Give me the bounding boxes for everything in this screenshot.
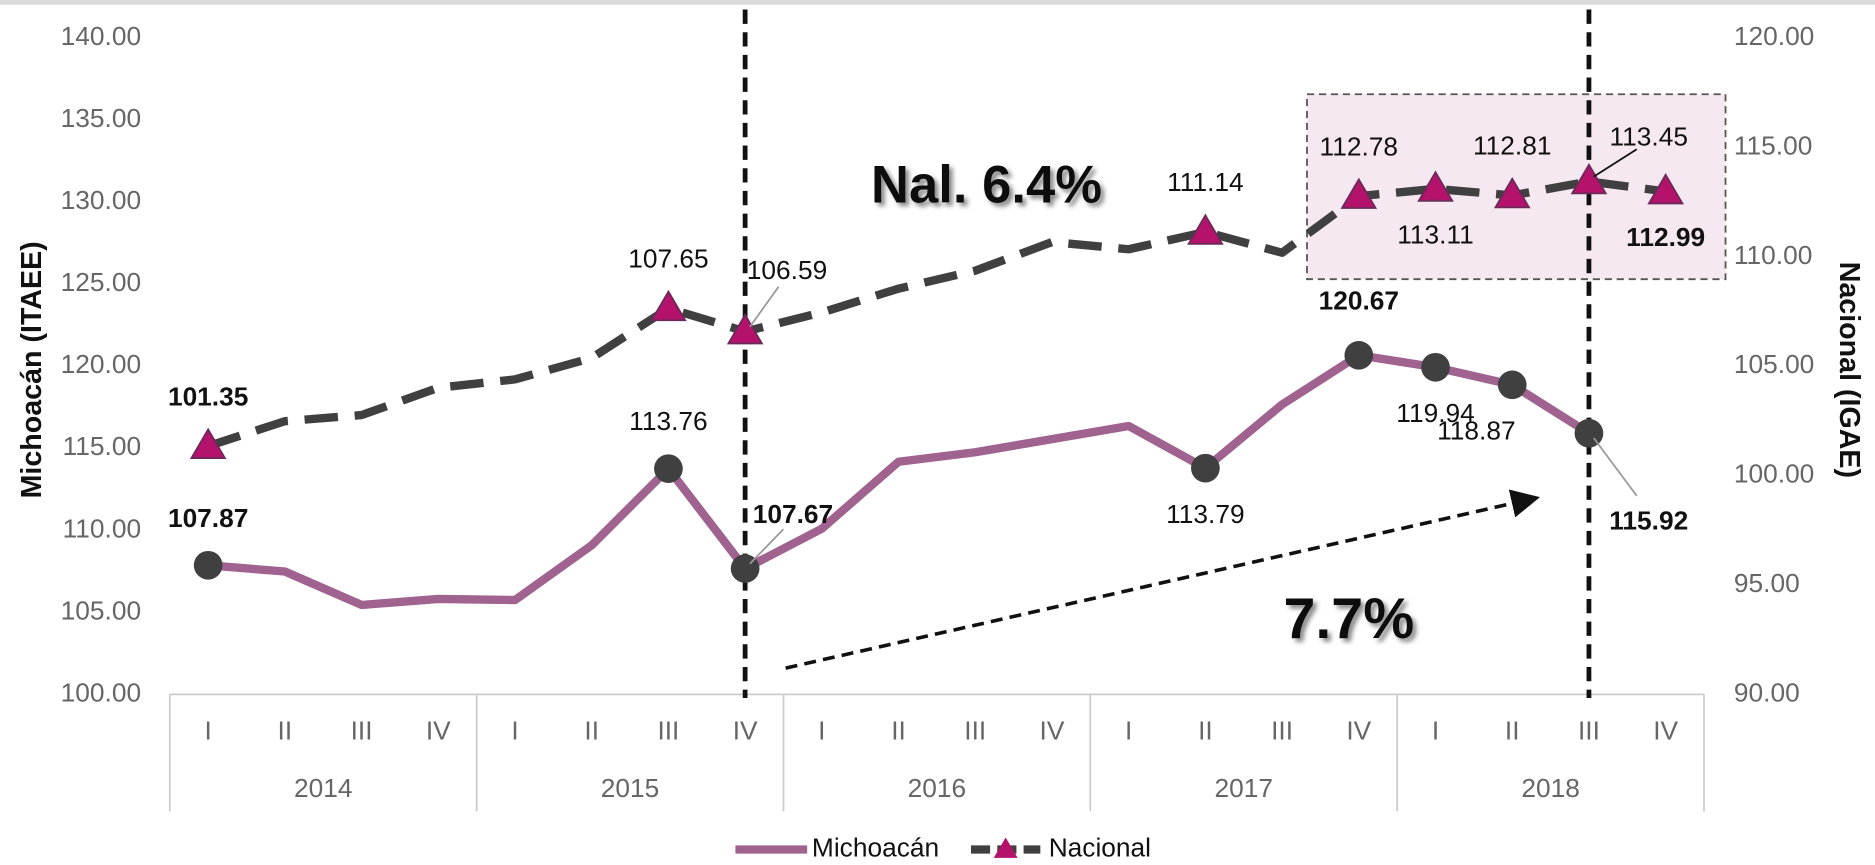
data-label: 112.78 xyxy=(1320,131,1398,161)
marker xyxy=(1493,176,1531,209)
y2-tick-label: 120.00 xyxy=(1734,21,1814,51)
y2-tick-label: 90.00 xyxy=(1734,677,1800,707)
x-group-label: 2018 xyxy=(1521,773,1580,803)
y-tick-label: 105.00 xyxy=(61,595,141,625)
series-line xyxy=(206,177,1667,451)
x-tick-label: IV xyxy=(426,716,451,746)
y-tick-label: 135.00 xyxy=(61,103,141,133)
data-label: 118.87 xyxy=(1437,416,1515,446)
marker xyxy=(1570,162,1608,195)
x-tick-label: II xyxy=(891,716,906,746)
x-tick-label: III xyxy=(964,716,986,746)
marker xyxy=(1344,340,1374,370)
y2-tick-label: 115.00 xyxy=(1734,131,1812,161)
data-label: 119.94 xyxy=(1396,398,1474,428)
x-tick-label: IV xyxy=(1040,716,1065,746)
marker xyxy=(189,427,227,459)
leader-line xyxy=(1592,437,1638,497)
data-label: 113.45 xyxy=(1609,121,1687,151)
marker xyxy=(193,550,223,580)
annotation: 7.7% xyxy=(1283,587,1414,651)
marker xyxy=(1647,173,1684,205)
x-tick-label: III xyxy=(1271,716,1293,746)
data-label: 107.87 xyxy=(168,503,248,533)
x-tick-label: I xyxy=(511,716,518,746)
y-tick-label: 130.00 xyxy=(61,185,141,215)
x-tick-label: I xyxy=(1125,716,1132,746)
y2-tick-label: 95.00 xyxy=(1734,568,1800,598)
leader-line xyxy=(1593,148,1638,178)
y2-tick-label: 105.00 xyxy=(1734,349,1814,379)
marker xyxy=(1421,352,1450,382)
y2-tick-label: 100.00 xyxy=(1734,459,1814,489)
y-axis-title: Michoacán (ITAEE) xyxy=(16,241,48,498)
leader-line xyxy=(749,528,785,565)
x-tick-label: II xyxy=(278,716,293,746)
x-tick-label: II xyxy=(1198,716,1213,746)
x-group-label: 2017 xyxy=(1214,773,1273,803)
x-tick-label: IV xyxy=(1653,716,1678,746)
data-label: 120.67 xyxy=(1319,286,1399,316)
data-label: 112.99 xyxy=(1626,222,1705,252)
data-label: 115.92 xyxy=(1609,506,1688,536)
marker xyxy=(1187,213,1224,245)
x-group-label: 2014 xyxy=(294,773,353,803)
x-tick-label: III xyxy=(351,716,373,746)
data-label: 113.11 xyxy=(1397,220,1474,250)
x-tick-label: I xyxy=(204,716,211,746)
y-tick-label: 115.00 xyxy=(63,431,141,461)
leader-line xyxy=(749,286,780,328)
data-label: 107.65 xyxy=(628,244,708,274)
data-label: 113.76 xyxy=(629,406,707,436)
marker xyxy=(1574,418,1604,448)
x-tick-label: III xyxy=(1578,716,1600,746)
x-tick-label: IV xyxy=(733,716,758,746)
marker xyxy=(1497,370,1527,400)
marker xyxy=(726,313,764,345)
data-label: 113.79 xyxy=(1166,499,1244,529)
marker xyxy=(1340,177,1378,209)
top-bar xyxy=(0,0,1875,5)
x-tick-label: IV xyxy=(1346,716,1371,746)
x-group-label: 2015 xyxy=(601,773,660,803)
data-label: 101.35 xyxy=(168,381,248,411)
data-label: 111.14 xyxy=(1167,167,1244,197)
marker xyxy=(1417,170,1454,202)
legend-marker xyxy=(993,837,1018,858)
legend-label: Michoacán xyxy=(812,832,939,862)
y-tick-label: 125.00 xyxy=(61,267,141,297)
x-tick-label: II xyxy=(1505,716,1520,746)
marker xyxy=(1191,453,1220,483)
data-label: 107.67 xyxy=(753,499,833,529)
y-tick-label: 120.00 xyxy=(61,349,141,379)
y2-axis-title: Nacional (IGAE) xyxy=(1833,262,1865,478)
x-tick-label: I xyxy=(1432,716,1439,746)
x-tick-label: I xyxy=(818,716,825,746)
x-group-label: 2016 xyxy=(908,773,967,803)
y-tick-label: 140.00 xyxy=(61,21,141,51)
marker xyxy=(654,454,683,483)
trend-arrow xyxy=(785,489,1541,670)
x-tick-label: II xyxy=(584,716,599,746)
y2-tick-label: 110.00 xyxy=(1734,240,1812,270)
marker xyxy=(650,289,687,322)
data-label: 112.81 xyxy=(1473,131,1551,161)
y-tick-label: 100.00 xyxy=(61,677,141,707)
annotation: Nal. 6.4% xyxy=(871,155,1102,214)
data-label: 106.59 xyxy=(747,255,827,285)
x-tick-label: III xyxy=(657,716,679,746)
legend-label: Nacional xyxy=(1049,832,1151,862)
y-tick-label: 110.00 xyxy=(63,513,141,543)
